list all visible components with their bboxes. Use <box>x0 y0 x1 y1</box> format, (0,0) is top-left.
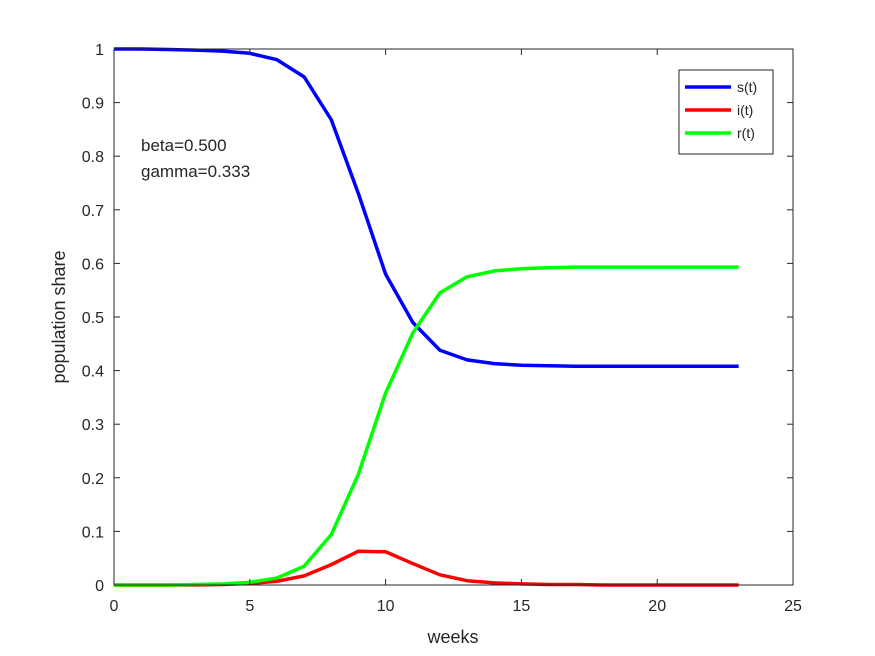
x-tick-label: 5 <box>245 598 254 615</box>
y-tick-label: 0.2 <box>82 471 104 488</box>
x-tick-label: 10 <box>377 598 395 615</box>
y-tick-label: 0.1 <box>82 524 104 541</box>
x-tick-label: 20 <box>648 598 666 615</box>
y-tick-label: 0 <box>95 578 104 595</box>
y-tick-label: 0.4 <box>82 364 104 381</box>
legend: s(t) i(t) r(t) <box>678 69 774 155</box>
x-tick-label: 25 <box>784 598 802 615</box>
y-axis-label: population share <box>49 250 69 383</box>
y-tick-label: 0.9 <box>82 96 104 113</box>
series-line-st <box>114 47 739 369</box>
series-line-rt <box>114 265 739 587</box>
x-axis-ticks: 0 5 10 15 20 25 <box>110 49 802 615</box>
x-axis-label: weeks <box>426 627 478 647</box>
legend-label-rt: r(t) <box>737 125 755 141</box>
y-tick-label: 0.3 <box>82 417 104 434</box>
y-axis-ticks: 0 0.1 0.2 0.3 0.4 0.5 0.6 0.7 0.8 0.9 1 <box>82 42 793 595</box>
y-tick-label: 0.8 <box>82 149 104 166</box>
annotation-beta: beta=0.500 <box>141 136 227 155</box>
y-tick-label: 0.7 <box>82 203 104 220</box>
y-tick-label: 0.5 <box>82 310 104 327</box>
y-tick-label: 1 <box>95 42 104 59</box>
legend-label-it: i(t) <box>737 102 753 118</box>
annotation-gamma: gamma=0.333 <box>141 162 250 181</box>
legend-box <box>678 69 774 155</box>
y-tick-label: 0.6 <box>82 256 104 273</box>
legend-label-st: s(t) <box>737 79 757 95</box>
legend-entries: s(t) i(t) r(t) <box>685 79 757 141</box>
x-tick-label: 0 <box>110 598 119 615</box>
x-tick-label: 15 <box>513 598 531 615</box>
